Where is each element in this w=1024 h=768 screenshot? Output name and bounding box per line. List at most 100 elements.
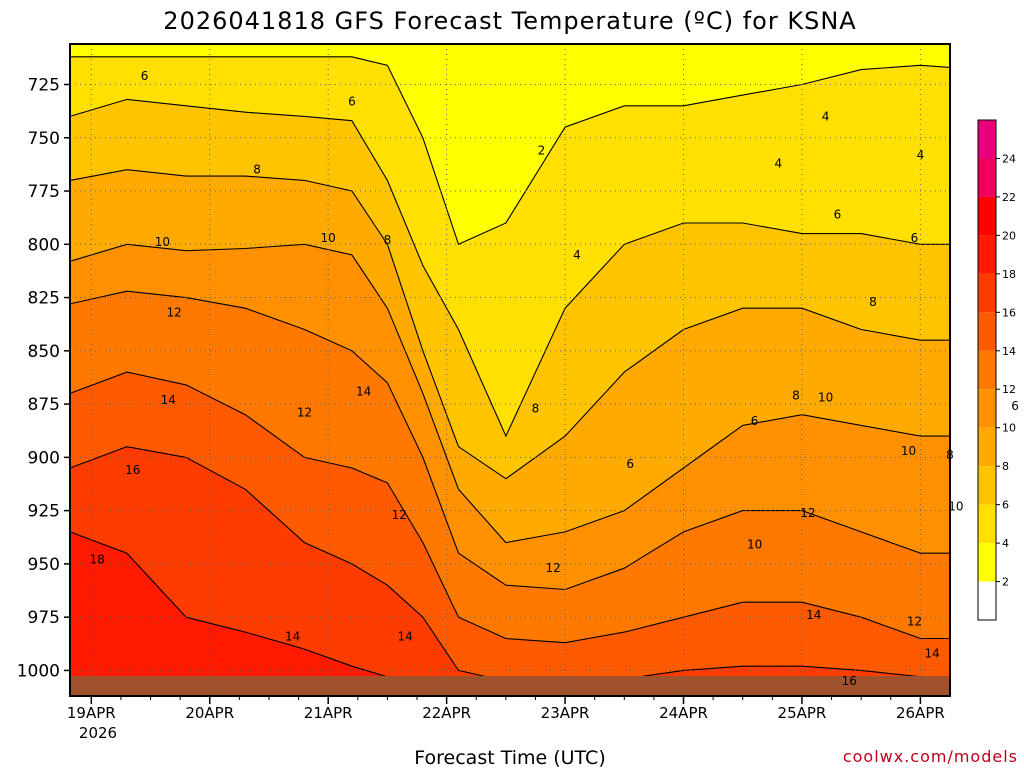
- contour-label: 4: [573, 248, 581, 262]
- colorbar-swatch: [978, 235, 996, 274]
- contour-label: 6: [141, 69, 149, 83]
- colorbar-swatch: [978, 312, 996, 351]
- colorbar-tick-label: 16: [1002, 306, 1016, 319]
- y-tick-label: 725: [28, 75, 60, 95]
- x-tick-label: 22APR: [422, 704, 471, 722]
- y-tick-label: 875: [28, 395, 60, 415]
- dotted-grid: [70, 44, 950, 696]
- terrain-band: [70, 676, 950, 696]
- contour-label: 14: [806, 608, 821, 622]
- y-tick-label: 775: [28, 182, 60, 202]
- contour-label: 14: [398, 629, 413, 643]
- contour-label: 6: [1011, 399, 1019, 413]
- x-tick-label: 25APR: [778, 704, 827, 722]
- contour-label: 14: [925, 646, 940, 660]
- contour-label: 8: [792, 389, 800, 403]
- colorbar-tick-label: 4: [1002, 537, 1009, 550]
- contour-label: 4: [774, 156, 782, 170]
- contour-line-6: [69, 371, 950, 644]
- contour-label: 18: [90, 553, 105, 567]
- colorbar-frame: [977, 119, 997, 621]
- colorbar-tick-label: 10: [1002, 422, 1016, 435]
- colorbar-tick-label: 24: [1002, 152, 1016, 165]
- contour-label: 8: [869, 295, 877, 309]
- contour-label: 10: [818, 391, 833, 405]
- contour-label: 6: [626, 457, 634, 471]
- y-tick-label: 1000: [17, 661, 60, 681]
- y-axis: 725 750 775 800 825 850 875 900 925 950 975 1000: [17, 75, 70, 681]
- contour-label: 6: [911, 231, 919, 245]
- contour-label: 12: [907, 614, 922, 628]
- contour-label: 8: [253, 163, 261, 177]
- colorbar-swatch: [978, 581, 996, 620]
- contour-label: 12: [800, 506, 815, 520]
- contour-label: 4: [917, 148, 925, 162]
- colorbar-swatch: [978, 427, 996, 467]
- colorbar-swatch: [978, 389, 996, 428]
- credit-text: coolwx.com/models: [843, 747, 1018, 766]
- colorbar-swatch: [978, 504, 996, 544]
- colorbar-swatch: [978, 466, 996, 505]
- colorbar-swatch: [978, 273, 996, 313]
- contour-label: 12: [167, 306, 182, 320]
- x-axis-year-label: 2026: [79, 724, 117, 742]
- x-tick-label: 20APR: [185, 704, 234, 722]
- contour-line-1: [70, 56, 951, 246]
- x-axis-title: Forecast Time (UTC): [414, 747, 605, 768]
- plot-frame: [69, 43, 951, 697]
- colorbar-tick-label: 14: [1002, 345, 1016, 358]
- contour-label: 6: [834, 208, 842, 222]
- contour-label: 8: [532, 401, 540, 415]
- y-tick-label: 950: [28, 555, 60, 575]
- colorbar-tick-label: 12: [1002, 383, 1016, 396]
- colorbar-tick-label: 6: [1002, 499, 1009, 512]
- x-tick-label: 21APR: [304, 704, 353, 722]
- temperature-band-8: [70, 531, 950, 696]
- contour-label: 10: [901, 444, 916, 458]
- contour-label: 10: [155, 235, 170, 249]
- contour-label: 4: [822, 109, 830, 123]
- contour-label: 16: [125, 463, 140, 477]
- contour-label: 14: [285, 629, 300, 643]
- colorbar-tick-label: 20: [1002, 229, 1016, 242]
- chart-title: 2026041818 GFS Forecast Temperature (ºC)…: [163, 7, 856, 35]
- y-tick-label: 900: [28, 448, 60, 468]
- contour-label: 12: [297, 406, 312, 420]
- colorbar-swatch: [978, 350, 996, 390]
- y-tick-label: 800: [28, 235, 60, 255]
- contour-label: 2: [538, 144, 546, 158]
- colorbar-tick-label: 18: [1002, 268, 1016, 281]
- contour-line-7: [69, 446, 951, 684]
- contour-label: 12: [546, 561, 561, 575]
- y-tick-label: 750: [28, 129, 60, 149]
- contour-label: 16: [842, 674, 857, 688]
- contour-label: 12: [392, 508, 407, 522]
- x-tick-label: 23APR: [541, 704, 590, 722]
- contour-line-5: [69, 290, 950, 591]
- y-tick-label: 850: [28, 342, 60, 362]
- y-tick-label: 925: [28, 502, 60, 522]
- colorbar-swatch: [978, 196, 996, 236]
- x-tick-label: 26APR: [896, 704, 945, 722]
- x-axis: 2026 19APR 20APR 21APR 22APR 23APR 24APR 25APR…: [67, 696, 945, 742]
- colorbar-tick-label: 2: [1002, 576, 1009, 589]
- contour-label: 8: [384, 233, 392, 247]
- colorbar-swatch: [978, 543, 996, 582]
- contour-label: 14: [356, 384, 371, 398]
- y-tick-label: 975: [28, 608, 60, 628]
- temperature-band-7: [70, 446, 950, 696]
- contour-label: 10: [948, 499, 963, 513]
- contour-label: 6: [751, 414, 759, 428]
- temperature-fills: [70, 56, 950, 697]
- x-tick-label: 19APR: [67, 704, 116, 722]
- colorbar-tick-label: 22: [1002, 191, 1016, 204]
- contour-line-2: [69, 98, 950, 438]
- colorbar-swatch: [978, 158, 996, 197]
- contour-line-4: [69, 243, 950, 544]
- y-tick-label: 825: [28, 289, 60, 309]
- contour-line-3: [69, 169, 950, 480]
